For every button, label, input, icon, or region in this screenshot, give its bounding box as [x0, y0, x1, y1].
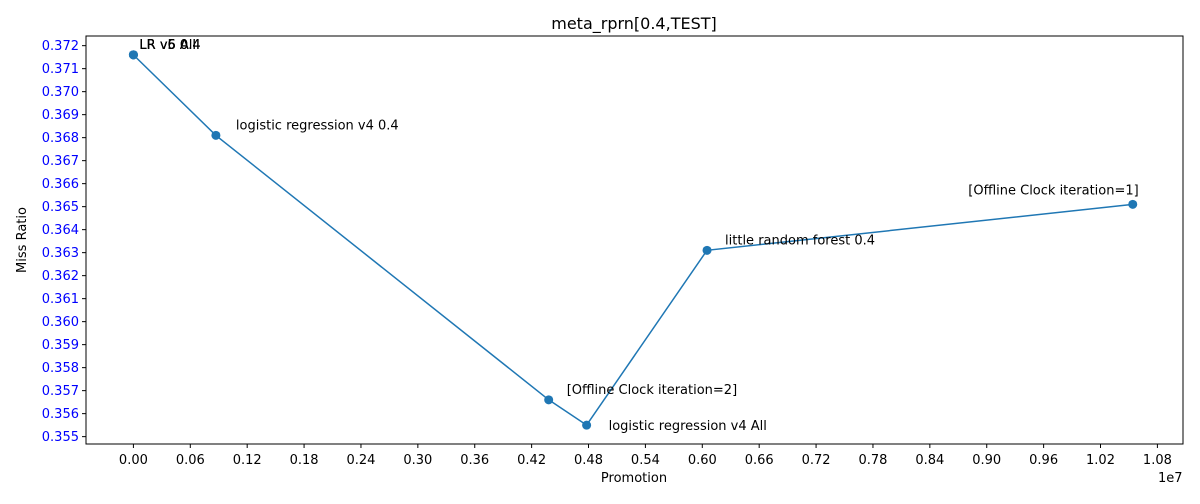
plot-frame: [85, 35, 1184, 445]
point-annotation: little random forest 0.4: [725, 233, 875, 248]
y-tick-label: 0.360: [42, 315, 79, 330]
x-tick-label: 0.60: [688, 453, 717, 468]
point-annotation: logistic regression v4 All: [609, 419, 767, 434]
y-tick-label: 0.358: [42, 361, 79, 376]
y-axis: 0.355 0.356 0.357 0.358 0.359 0.360 0.361 0.362…: [42, 39, 86, 445]
data-point: [582, 420, 592, 430]
x-tick-label: 0.12: [233, 453, 262, 468]
x-tick-label: 0.84: [915, 453, 944, 468]
point-annotation: LR v5 0.4: [139, 38, 200, 53]
x-tick-label: 0.72: [802, 453, 831, 468]
x-tick-label: 0.06: [176, 453, 205, 468]
y-tick-label: 0.367: [42, 154, 79, 169]
data-point: [702, 245, 712, 255]
y-tick-label: 0.356: [42, 407, 79, 422]
x-tick-label: 0.96: [1029, 453, 1058, 468]
point-annotation: logistic regression v4 0.4: [236, 118, 399, 133]
data-point: [211, 130, 221, 140]
y-tick-label: 0.368: [42, 131, 79, 146]
point-annotation: LR v6 All: [139, 38, 196, 53]
series-line: [132, 54, 1133, 427]
point-annotation: LR v5 All: [139, 38, 196, 53]
x-tick-label: 1.08: [1143, 453, 1172, 468]
y-tick-label: 0.359: [42, 338, 79, 353]
y-tick-label: 0.365: [42, 200, 79, 215]
x-axis: 0.00 0.06 0.12 0.18 0.24 0.30 0.36 0.42 0.48 0.54…: [119, 444, 1172, 468]
chart-title: meta_rprn[0.4,TEST]: [551, 14, 717, 34]
data-point: [128, 50, 138, 60]
y-tick-label: 0.366: [42, 177, 79, 192]
x-tick-label: 0.78: [858, 453, 887, 468]
x-tick-label: 0.54: [631, 453, 660, 468]
y-tick-label: 0.370: [42, 85, 79, 100]
point-annotation: [Offline Clock iteration=1]: [968, 183, 1138, 198]
x-tick-label: 0.24: [346, 453, 375, 468]
y-tick-label: 0.371: [42, 62, 79, 77]
y-tick-label: 0.364: [42, 223, 79, 238]
data-points: [128, 50, 1138, 430]
x-tick-label: 0.42: [517, 453, 546, 468]
y-tick-label: 0.355: [42, 430, 79, 445]
y-tick-label: 0.372: [42, 39, 79, 54]
y-tick-label: 0.357: [42, 384, 79, 399]
x-tick-label: 0.66: [745, 453, 774, 468]
x-tick-label: 0.00: [119, 453, 148, 468]
x-offset-label: 1e7: [1158, 471, 1183, 486]
y-tick-label: 0.369: [42, 108, 79, 123]
x-tick-label: 1.02: [1086, 453, 1115, 468]
y-axis-title: Miss Ratio: [15, 207, 30, 273]
x-tick-label: 0.90: [972, 453, 1001, 468]
x-tick-label: 0.48: [574, 453, 603, 468]
x-axis-title: Promotion: [601, 471, 667, 486]
x-tick-label: 0.36: [460, 453, 489, 468]
data-point: [1128, 199, 1138, 209]
y-tick-label: 0.361: [42, 292, 79, 307]
point-annotation: [Offline Clock iteration=2]: [567, 383, 737, 398]
data-point: [544, 395, 554, 405]
x-tick-label: 0.18: [290, 453, 319, 468]
point-annotation: LR v6 0.4: [139, 38, 200, 53]
x-tick-label: 0.30: [403, 453, 432, 468]
y-tick-label: 0.363: [42, 246, 79, 261]
y-tick-label: 0.362: [42, 269, 79, 284]
